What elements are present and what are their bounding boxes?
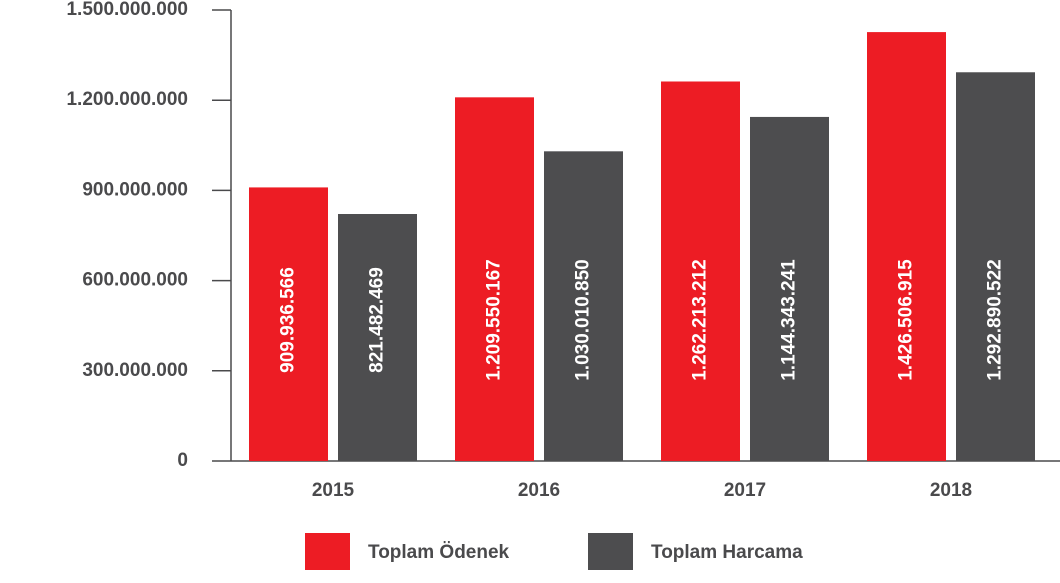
y-tick-label: 600.000.000 [82, 270, 188, 291]
legend-swatch [588, 533, 633, 570]
legend-label: Toplam Harcama [651, 542, 803, 563]
x-tick-label: 2018 [930, 480, 972, 501]
legend-swatch [305, 533, 350, 570]
legend-label: Toplam Ödenek [368, 542, 510, 563]
value-label: 909.936.566 [278, 267, 299, 373]
bar [455, 97, 534, 461]
bar [661, 81, 740, 461]
value-label: 1.209.550.167 [484, 259, 505, 381]
y-tick-label: 1.200.000.000 [66, 89, 188, 110]
x-tick-label: 2015 [312, 480, 355, 501]
value-label: 1.426.506.915 [896, 259, 917, 381]
x-tick-label: 2017 [724, 480, 766, 501]
value-label: 1.030.010.850 [573, 259, 594, 381]
y-tick-label: 300.000.000 [82, 360, 188, 381]
bar [338, 214, 417, 461]
value-label: 1.262.213.212 [690, 259, 711, 381]
value-label: 1.292.890.522 [985, 259, 1006, 381]
y-tick-label: 900.000.000 [82, 179, 188, 200]
bar [750, 116, 829, 461]
bar [544, 151, 623, 462]
x-tick-label: 2016 [518, 480, 560, 501]
y-tick-label: 1.500.000.000 [66, 0, 188, 20]
y-tick-label: 0 [177, 450, 188, 471]
value-label: 821.482.469 [367, 267, 388, 373]
value-label: 1.144.343.241 [779, 259, 800, 381]
bar [867, 32, 946, 461]
bar [956, 72, 1035, 461]
bar [249, 187, 328, 461]
